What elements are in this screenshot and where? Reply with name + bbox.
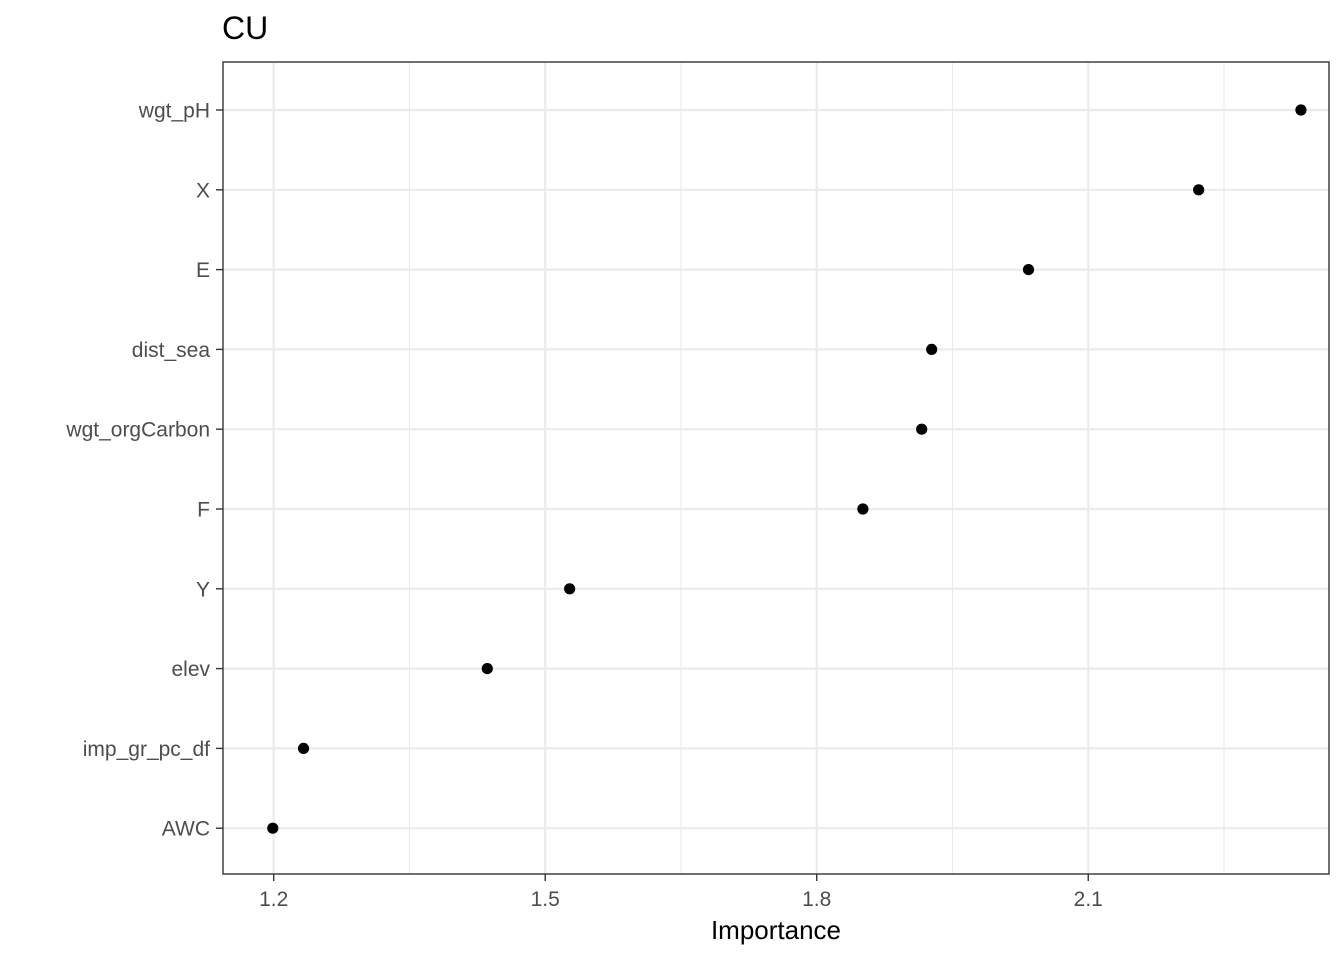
data-point (564, 583, 576, 595)
data-points (267, 104, 1307, 834)
y-tick-label: wgt_orgCarbon (65, 419, 210, 442)
data-point (1295, 104, 1307, 116)
data-point (481, 663, 493, 675)
x-tick-label: 1.2 (259, 888, 288, 911)
y-tick-label: imp_gr_pc_df (83, 738, 210, 761)
data-point (857, 503, 869, 515)
data-point (916, 423, 928, 435)
y-tick-label: F (197, 499, 210, 522)
y-tick-label: elev (171, 658, 210, 681)
major-grid (223, 62, 1329, 874)
data-point (1193, 184, 1205, 196)
y-tick-label: X (196, 179, 210, 202)
x-axis: 1.2 1.5 1.8 2.1 (259, 874, 1103, 911)
x-tick-label: 2.1 (1074, 888, 1103, 911)
y-tick-label: dist_sea (132, 339, 211, 362)
data-point (267, 822, 279, 834)
panel-border (222, 61, 1330, 875)
y-tick-label: AWC (162, 818, 210, 841)
data-point (1022, 264, 1035, 276)
y-tick-label: wgt_pH (138, 100, 210, 123)
y-tick-label: E (196, 259, 210, 282)
x-axis-title: Importance (711, 915, 841, 945)
y-tick-label: Y (196, 578, 210, 601)
data-point (297, 742, 310, 755)
x-tick-label: 1.8 (802, 888, 831, 911)
x-tick-label: 1.5 (531, 888, 560, 911)
chart-title: CU (222, 10, 268, 46)
data-point (926, 343, 938, 355)
minor-grid (408, 62, 1225, 874)
